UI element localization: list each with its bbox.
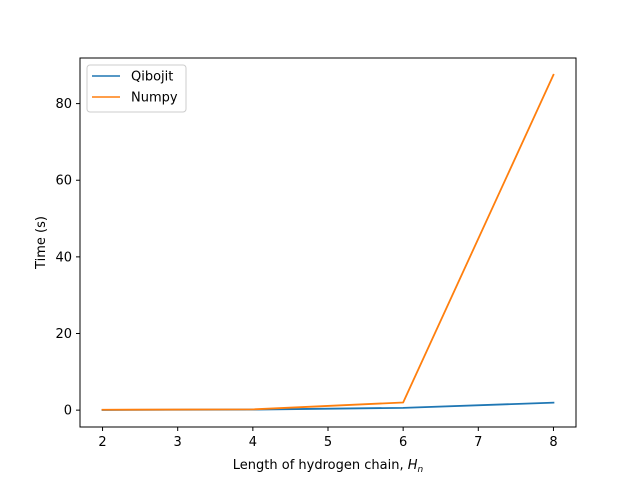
x-axis-label-var: H bbox=[408, 458, 418, 473]
y-tick-label: 60 bbox=[55, 174, 72, 189]
y-tick-label: 0 bbox=[64, 404, 72, 419]
series-line-numpy bbox=[101, 73, 555, 411]
x-tick-label: 3 bbox=[174, 435, 182, 450]
y-tick-label: 40 bbox=[55, 250, 72, 265]
x-axis: 2 3 4 5 6 7 8 bbox=[98, 427, 558, 450]
x-axis-label-sub: n bbox=[418, 465, 424, 475]
x-tick-label: 6 bbox=[399, 435, 407, 450]
y-axis: 0 20 40 60 80 bbox=[55, 97, 80, 419]
x-tick-label: 5 bbox=[324, 435, 332, 450]
legend: Qibojit Numpy bbox=[86, 64, 187, 113]
plot-lines bbox=[101, 73, 555, 411]
y-tick-label: 20 bbox=[55, 327, 72, 342]
y-axis-label: Time (s) bbox=[34, 216, 49, 270]
x-tick-label: 4 bbox=[249, 435, 257, 450]
legend-label-numpy: Numpy bbox=[131, 91, 178, 106]
x-axis-label: Length of hydrogen chain, Hn bbox=[233, 458, 424, 475]
x-tick-label: 8 bbox=[549, 435, 557, 450]
x-axis-label-main: Length of hydrogen chain, bbox=[233, 458, 408, 473]
x-tick-label: 2 bbox=[98, 435, 106, 450]
axes-frame bbox=[79, 57, 577, 428]
x-tick-label: 7 bbox=[474, 435, 482, 450]
y-tick-label: 80 bbox=[55, 97, 72, 112]
legend-label-qibojit: Qibojit bbox=[131, 70, 173, 85]
